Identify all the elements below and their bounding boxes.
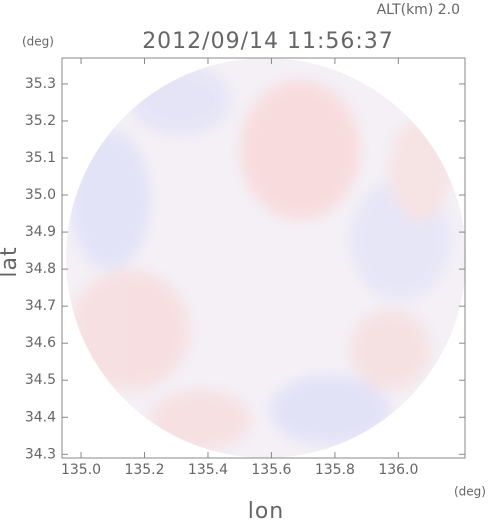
y-tick-label: 35.0 — [25, 187, 56, 203]
y-tick-label: 34.3 — [25, 446, 56, 462]
x-tick-label: 135.4 — [188, 462, 228, 478]
y-unit: (deg) — [22, 35, 54, 49]
plot-frame — [61, 57, 466, 459]
chart-title: 2012/09/14 11:56:37 — [142, 29, 394, 54]
x-axis-label: lon — [248, 499, 285, 521]
y-axis-label: lat — [0, 246, 22, 277]
x-tick-label: 135.0 — [61, 462, 101, 478]
y-tick-label: 35.2 — [25, 113, 56, 129]
y-tick-label: 34.6 — [25, 335, 56, 351]
y-tick-label: 34.9 — [25, 224, 56, 240]
x-tick-label: 136.0 — [378, 462, 418, 478]
x-tick-label: 135.2 — [124, 462, 164, 478]
y-tick-label: 35.1 — [25, 150, 56, 166]
radar-field — [66, 58, 466, 458]
x-tick-label: 135.6 — [251, 462, 291, 478]
x-unit: (deg) — [454, 485, 486, 499]
annotation: ALT(km) 2.0 — [377, 2, 460, 18]
x-tick-label: 135.8 — [315, 462, 355, 478]
y-tick-label: 35.3 — [25, 76, 56, 92]
y-tick-label: 34.8 — [25, 261, 56, 277]
y-tick-label: 34.7 — [25, 298, 56, 314]
y-tick-label: 34.5 — [25, 372, 56, 388]
y-tick-label: 34.4 — [25, 409, 56, 425]
